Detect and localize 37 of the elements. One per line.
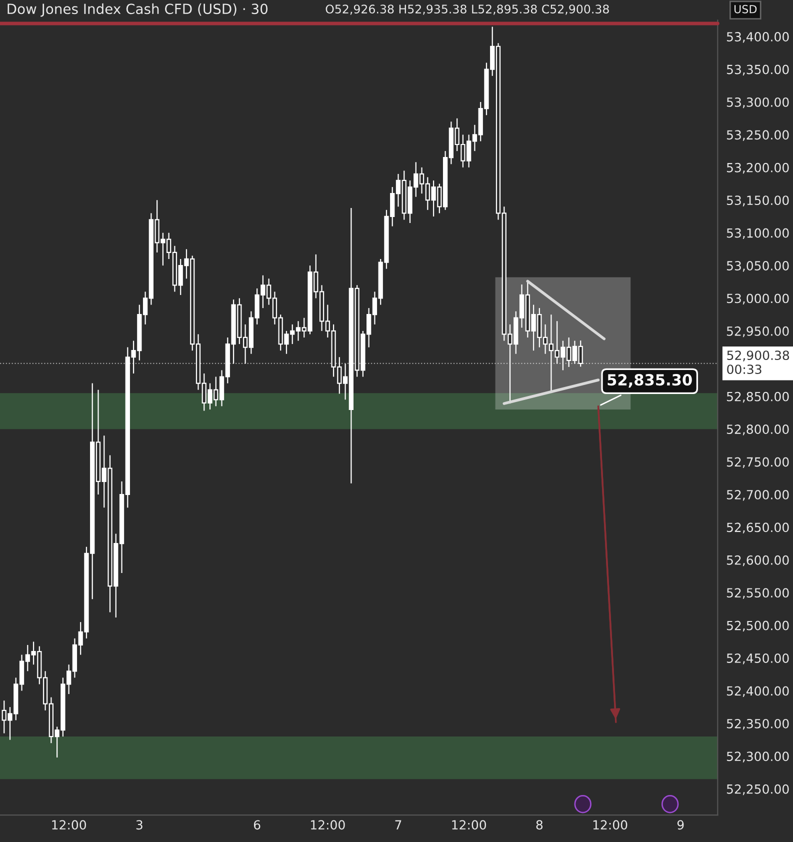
x-tick-label: 3 — [136, 820, 142, 830]
x-tick-label: 12:00 — [452, 820, 486, 830]
y-tick-label: 52,750.00 — [726, 457, 789, 468]
text: USD — [734, 4, 757, 14]
x-tick-label: 8 — [536, 820, 543, 830]
x-tick-label: 12:00 — [311, 820, 345, 830]
y-tick-label: 52,500.00 — [726, 620, 789, 632]
y-tick-label: 52,400.00 — [726, 686, 789, 697]
y-tick-label: 52,700.00 — [726, 490, 789, 501]
y-tick-label: 53,200.00 — [726, 162, 789, 174]
y-tick-label: 53,050.00 — [726, 261, 789, 272]
x-tick-label: 6 — [254, 820, 260, 830]
y-tick-label: 53,100.00 — [726, 228, 789, 240]
chart-title: Dow Jones Index Cash CFD (USD) · 30 — [8, 3, 268, 17]
y-tick-label: 53,300.00 — [726, 97, 789, 108]
y-tick-label: 52,950.00 — [726, 326, 789, 338]
annotation: 52,835.30 — [608, 374, 692, 388]
y-tick-label: 52,850.00 — [726, 392, 789, 403]
y-tick-label: 53,350.00 — [726, 64, 789, 76]
x-tick-label: 12:00 — [593, 820, 628, 830]
y-tick-label: 52,350.00 — [726, 718, 789, 730]
ref-line-label: 52,900.38 00:33 — [727, 350, 790, 374]
x-tick-label: 12:00 — [52, 820, 86, 830]
y-tick-label: 53,400.00 — [726, 32, 789, 43]
y-tick-label: 52,650.00 — [726, 522, 789, 534]
y-tick-label: 53,150.00 — [726, 196, 789, 206]
text: O52,926.38 H52,935.38 L52,895.38 C52,900.38 — [326, 4, 609, 15]
y-tick-label: 52,300.00 — [726, 752, 789, 762]
x-tick-label: 9 — [677, 820, 684, 830]
y-tick-label: 53,000.00 — [726, 294, 789, 304]
y-tick-label: 52,600.00 — [726, 555, 789, 566]
y-tick-label: 52,800.00 — [726, 424, 789, 436]
y-tick-label: 52,550.00 — [726, 588, 789, 599]
y-tick-label: 52,250.00 — [726, 784, 789, 796]
x-tick-label: 7 — [395, 820, 402, 830]
y-tick-label: 52,450.00 — [726, 654, 789, 664]
y-tick-label: 53,250.00 — [726, 130, 789, 141]
